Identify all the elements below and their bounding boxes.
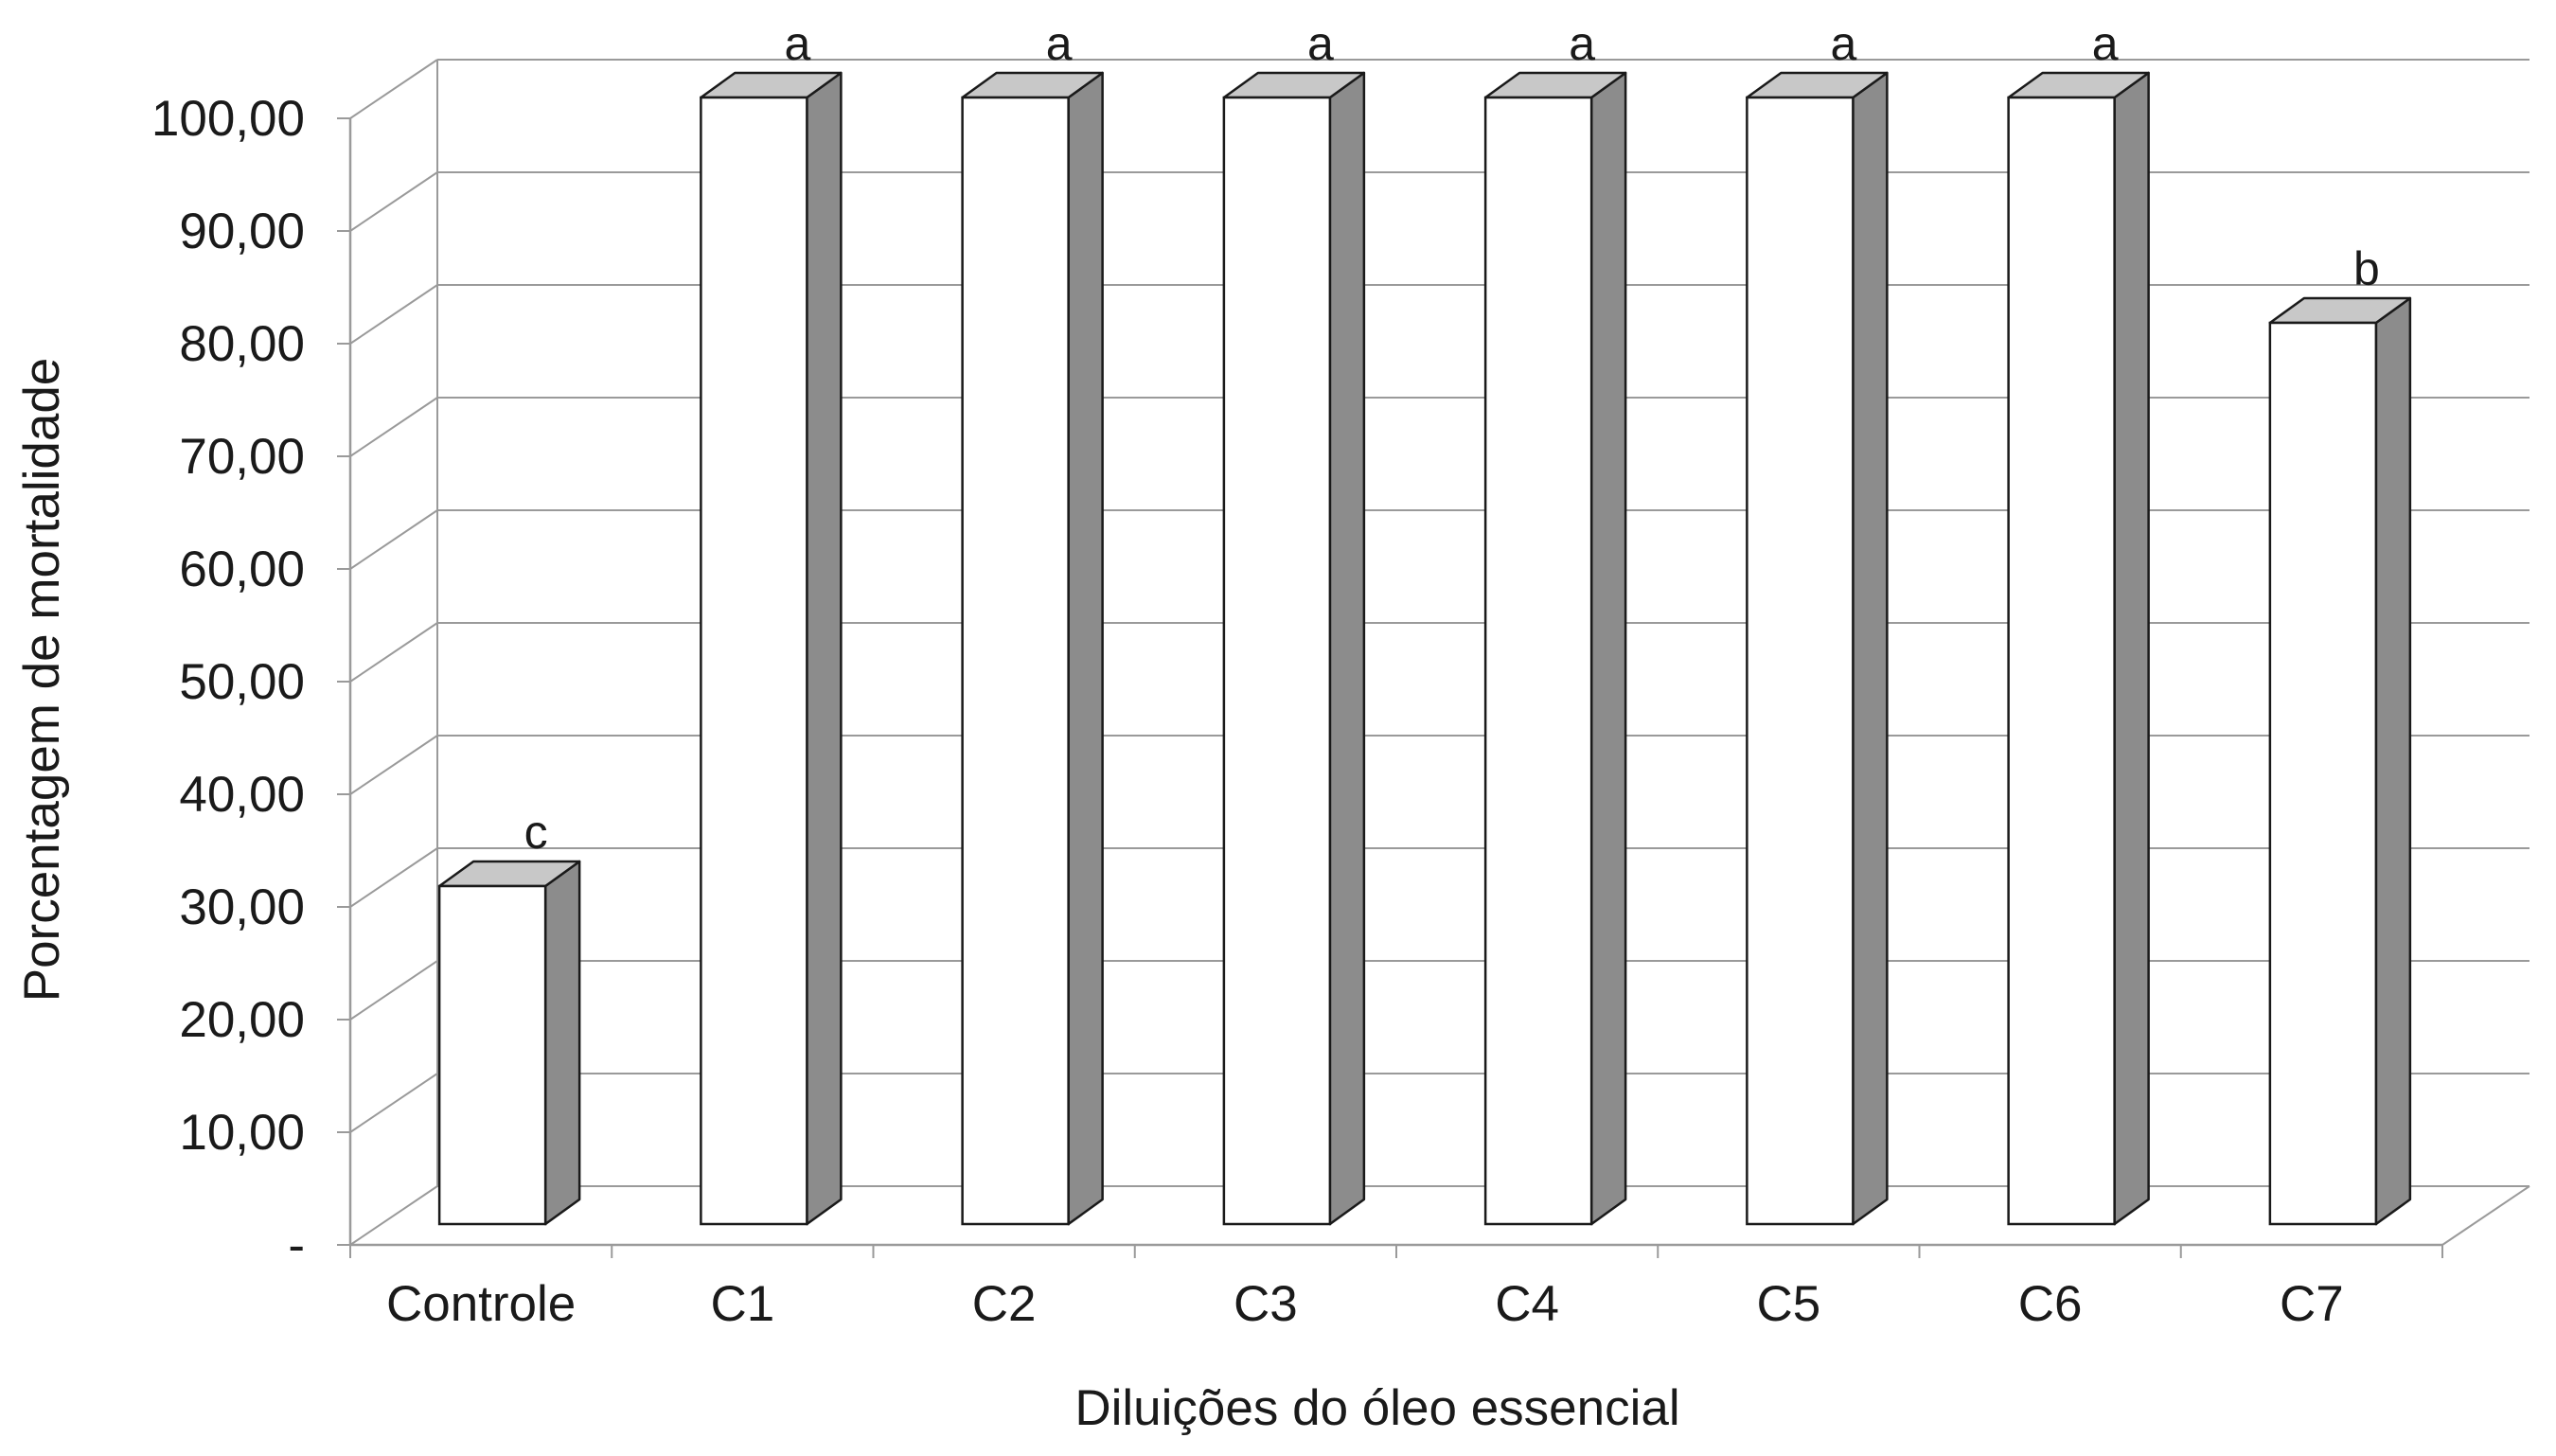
- bar-side: [1067, 71, 1104, 1226]
- y-tick-label: 20,00: [179, 992, 305, 1048]
- y-tick-label: 80,00: [179, 316, 305, 372]
- y-tick-label: 40,00: [179, 767, 305, 823]
- axes: [337, 60, 2530, 1258]
- bar-Controle: [437, 860, 581, 1226]
- gridline-diagonal-6: [349, 509, 438, 570]
- gridline-diagonal-4: [349, 735, 438, 795]
- bar-C4: [1483, 71, 1627, 1226]
- bars: [437, 71, 2412, 1226]
- y-tick-label: 70,00: [179, 429, 305, 485]
- y-tick-label: 10,00: [179, 1105, 305, 1161]
- significance-label: c: [524, 806, 548, 859]
- gridline-diagonal-0: [349, 1185, 438, 1246]
- x-tick-label: C4: [1495, 1276, 1559, 1332]
- x-axis-title: Diluições do óleo essencial: [1074, 1380, 1679, 1436]
- bar-C7: [2268, 296, 2412, 1226]
- x-tick-label: C6: [2018, 1276, 2083, 1332]
- bar-side: [1328, 71, 1366, 1226]
- y-tick-label: -: [288, 1217, 305, 1273]
- bar-C6: [2007, 71, 2150, 1226]
- gridline-diagonal-10: [349, 59, 438, 119]
- bar-front: [1483, 96, 1593, 1226]
- significance-label: a: [784, 17, 810, 70]
- x-tick-label: C5: [1756, 1276, 1820, 1332]
- bar-front: [2268, 321, 2378, 1226]
- gridline-diagonal-9: [349, 171, 438, 232]
- y-tick-label: 50,00: [179, 654, 305, 710]
- gridline-diagonal-7: [349, 397, 438, 457]
- gridline-diagonal-1: [349, 1073, 438, 1133]
- bar-C2: [961, 71, 1104, 1226]
- bar-side: [2113, 71, 2150, 1226]
- bar-front: [700, 96, 808, 1226]
- x-tick-label: C2: [972, 1276, 1037, 1332]
- labels: - 10,00 20,00 30,00 40,00 50,00 60,00 70,00 80,0…: [151, 17, 2380, 1332]
- significance-label: b: [2353, 242, 2380, 295]
- gridline-diagonal-3: [349, 847, 438, 908]
- bar-side: [1852, 71, 1889, 1226]
- gridline-diagonal-8: [349, 284, 438, 345]
- significance-label: a: [1046, 17, 1073, 70]
- gridlines: [349, 59, 2529, 1246]
- bar-front: [961, 96, 1070, 1226]
- bar-C3: [1222, 71, 1366, 1226]
- bar-side: [2374, 296, 2412, 1226]
- x-tick-label: C3: [1234, 1276, 1298, 1332]
- bar-front: [437, 884, 547, 1226]
- bar-side: [806, 71, 843, 1226]
- significance-label: a: [2092, 17, 2119, 70]
- significance-label: a: [1830, 17, 1856, 70]
- bar-side: [1589, 71, 1627, 1226]
- bar-front: [2007, 96, 2116, 1226]
- x-tick-label: C7: [2280, 1276, 2344, 1332]
- significance-label: a: [1307, 17, 1334, 70]
- x-tick-label: C1: [710, 1276, 774, 1332]
- gridline-diagonal-5: [349, 622, 438, 683]
- y-tick-label: 60,00: [179, 542, 305, 597]
- floor-right-edge: [2441, 1185, 2530, 1246]
- bar-C5: [1746, 71, 1889, 1226]
- bar-front: [1222, 96, 1332, 1226]
- y-tick-label: 30,00: [179, 879, 305, 935]
- bar-side: [543, 860, 581, 1226]
- y-tick-label: 100,00: [151, 91, 305, 147]
- significance-label: a: [1569, 17, 1595, 70]
- y-axis-title: Porcentagem de mortalidade: [14, 358, 70, 1003]
- bar-front: [1746, 96, 1855, 1226]
- x-tick-label: Controle: [386, 1276, 576, 1332]
- gridline-diagonal-2: [349, 960, 438, 1021]
- bar-C1: [700, 71, 843, 1226]
- y-tick-label: 90,00: [179, 204, 305, 259]
